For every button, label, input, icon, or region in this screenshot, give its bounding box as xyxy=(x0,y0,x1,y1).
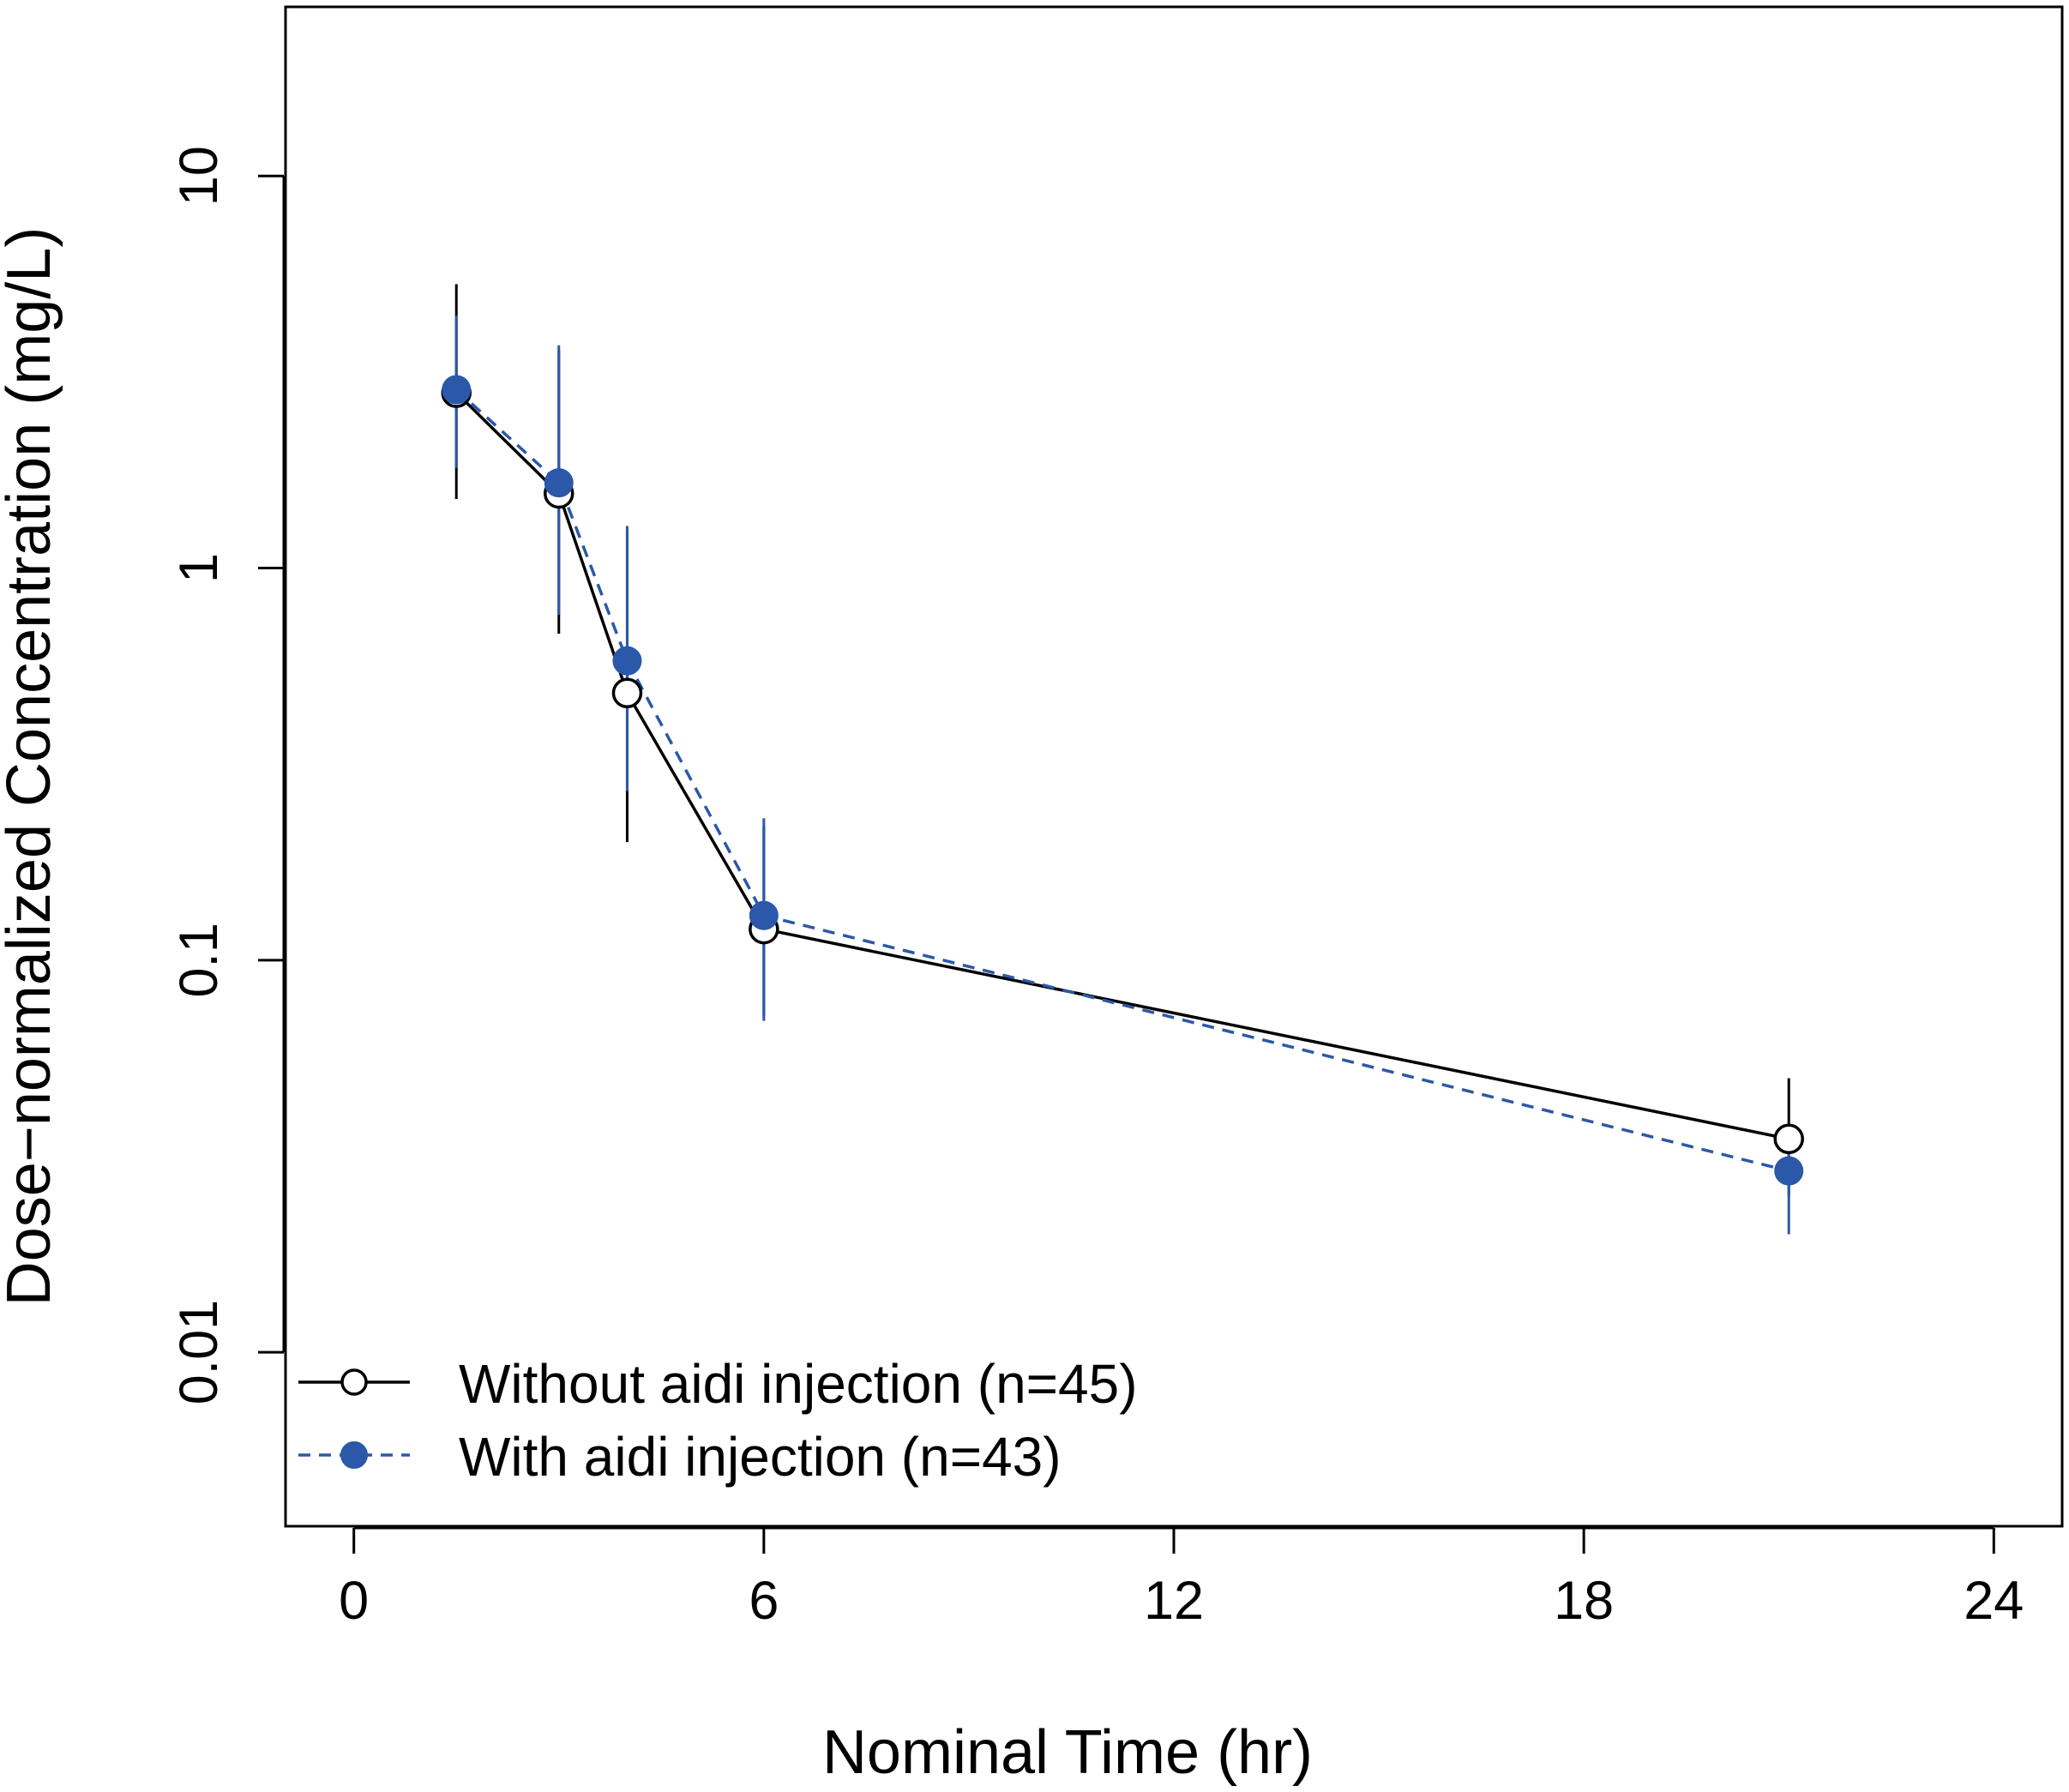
x-axis-title: Nominal Time (hr) xyxy=(822,1718,1313,1787)
legend-label-with-aidi: With aidi injection (n=43) xyxy=(459,1426,1062,1488)
legend-marker-without-aidi xyxy=(340,1368,368,1396)
y-axis: 0.01 0.1 1 10 xyxy=(169,146,286,1405)
series-layer xyxy=(441,284,1804,1235)
x-tick-label: 6 xyxy=(749,1571,779,1631)
data-point-without-aidi xyxy=(611,677,643,709)
y-tick-label: 0.01 xyxy=(169,1300,229,1405)
x-tick-label: 24 xyxy=(1964,1571,2024,1631)
data-point-with-aidi xyxy=(544,468,574,498)
y-tick-label: 10 xyxy=(169,146,229,206)
legend: Without aidi injection (n=45) With aidi … xyxy=(298,1353,1138,1488)
series-line-with-aidi xyxy=(455,388,1789,1173)
y-tick-label: 0.1 xyxy=(169,923,229,998)
x-tick-label: 18 xyxy=(1554,1571,1614,1631)
x-tick-label: 12 xyxy=(1144,1571,1204,1631)
data-point-with-aidi xyxy=(749,900,779,930)
y-axis-title: Dose−normalized Concentration (mg/L) xyxy=(0,227,63,1307)
x-axis: 0 6 12 18 24 xyxy=(339,1526,2024,1631)
series-line-without-aidi xyxy=(455,391,1789,1141)
data-point-with-aidi xyxy=(442,375,472,405)
data-point-with-aidi xyxy=(612,646,642,676)
legend-marker-with-aidi xyxy=(340,1441,368,1469)
y-tick-label: 1 xyxy=(169,553,229,583)
legend-label-without-aidi: Without aidi injection (n=45) xyxy=(459,1353,1138,1415)
data-point-with-aidi xyxy=(1774,1156,1804,1186)
data-point-without-aidi xyxy=(1773,1123,1804,1155)
plot-frame xyxy=(284,5,2064,1528)
x-tick-label: 0 xyxy=(339,1571,369,1631)
